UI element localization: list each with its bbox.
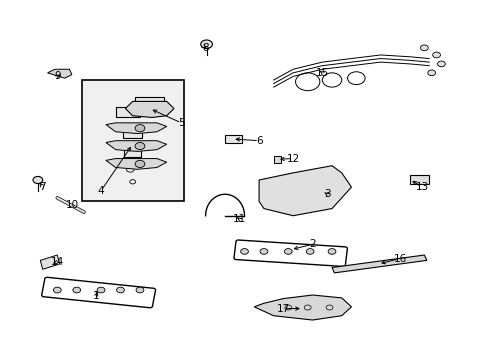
Bar: [135, 97, 164, 110]
Text: 14: 14: [51, 257, 64, 267]
Text: 12: 12: [286, 154, 299, 163]
Bar: [116, 107, 140, 117]
Text: 15: 15: [315, 68, 328, 78]
Circle shape: [116, 287, 124, 293]
Bar: [409, 175, 428, 184]
Polygon shape: [331, 255, 426, 273]
Bar: [122, 129, 142, 138]
Polygon shape: [47, 69, 72, 78]
Text: 6: 6: [255, 136, 262, 146]
Polygon shape: [106, 123, 166, 134]
Circle shape: [135, 143, 144, 150]
Circle shape: [135, 125, 144, 132]
Polygon shape: [259, 166, 351, 216]
Polygon shape: [273, 156, 281, 163]
Text: 13: 13: [414, 182, 427, 192]
Text: 2: 2: [308, 239, 315, 249]
Circle shape: [136, 287, 143, 293]
Text: 7: 7: [40, 182, 46, 192]
Circle shape: [97, 287, 105, 293]
Circle shape: [53, 287, 61, 293]
Text: 17: 17: [276, 303, 289, 314]
Text: 9: 9: [54, 71, 61, 81]
Text: 1: 1: [93, 291, 100, 301]
Text: 3: 3: [323, 189, 330, 199]
Circle shape: [73, 287, 81, 293]
Circle shape: [327, 249, 335, 254]
Polygon shape: [106, 158, 166, 169]
Text: 10: 10: [65, 200, 78, 210]
Text: 16: 16: [393, 253, 406, 264]
Circle shape: [432, 52, 440, 58]
Circle shape: [260, 249, 267, 254]
Circle shape: [135, 160, 144, 167]
Circle shape: [240, 249, 248, 254]
Circle shape: [437, 61, 445, 67]
Circle shape: [305, 249, 313, 254]
Polygon shape: [125, 102, 174, 117]
Bar: [224, 135, 242, 143]
Circle shape: [201, 40, 212, 49]
Text: 4: 4: [98, 186, 104, 196]
Bar: [81, 80, 183, 202]
Bar: [123, 149, 141, 157]
Polygon shape: [254, 295, 351, 320]
Polygon shape: [106, 141, 166, 152]
Circle shape: [427, 70, 435, 76]
Text: 5: 5: [178, 118, 184, 128]
Circle shape: [284, 249, 291, 254]
Polygon shape: [40, 255, 60, 269]
Text: 11: 11: [233, 214, 246, 224]
Circle shape: [420, 45, 427, 51]
Text: 8: 8: [202, 43, 208, 53]
Circle shape: [33, 176, 42, 184]
